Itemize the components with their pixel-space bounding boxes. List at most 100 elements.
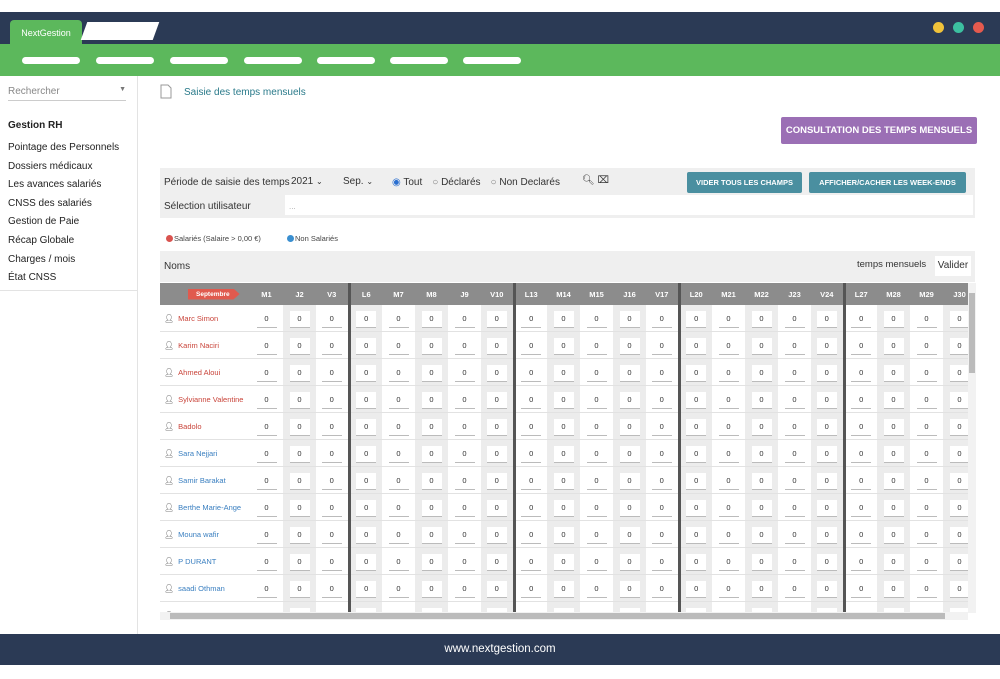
time-input[interactable]: 0 [751,446,772,463]
time-input[interactable]: 0 [421,500,442,517]
time-input[interactable]: 0 [421,581,442,598]
time-input[interactable]: 0 [949,419,968,436]
time-input[interactable]: 0 [619,473,640,490]
time-input[interactable]: 0 [486,392,507,409]
time-input[interactable]: 0 [751,527,772,544]
time-input[interactable]: 0 [851,392,872,409]
time-input[interactable]: 0 [586,419,607,436]
time-input[interactable]: 0 [784,419,805,436]
time-input[interactable]: 0 [816,554,837,571]
time-input[interactable]: 0 [521,527,542,544]
time-input[interactable]: 0 [553,581,574,598]
time-input[interactable]: 0 [949,446,968,463]
time-input[interactable]: 0 [553,500,574,517]
time-input[interactable]: 0 [486,419,507,436]
time-input[interactable]: 0 [388,581,409,598]
time-input[interactable]: 0 [816,581,837,598]
time-input[interactable]: 0 [289,527,310,544]
time-input[interactable]: 0 [916,365,937,382]
time-input[interactable]: 0 [421,473,442,490]
time-input[interactable]: 0 [816,500,837,517]
time-input[interactable]: 0 [784,338,805,355]
time-input[interactable]: 0 [454,581,475,598]
time-input[interactable]: 0 [521,581,542,598]
time-input[interactable]: 0 [816,446,837,463]
time-input[interactable]: 0 [553,419,574,436]
search[interactable]: Rechercher ▼ [8,86,126,101]
time-input[interactable]: 0 [289,581,310,598]
time-input[interactable]: 0 [651,365,672,382]
time-input[interactable]: 0 [851,500,872,517]
time-input[interactable]: 0 [949,527,968,544]
time-input[interactable]: 0 [751,581,772,598]
time-input[interactable]: 0 [816,419,837,436]
time-input[interactable]: 0 [686,473,707,490]
time-input[interactable]: 0 [553,527,574,544]
time-input[interactable]: 0 [289,338,310,355]
time-input[interactable]: 0 [586,311,607,328]
time-input[interactable]: 0 [256,365,277,382]
time-input[interactable]: 0 [619,338,640,355]
time-input[interactable]: 0 [486,581,507,598]
time-input[interactable]: 0 [851,527,872,544]
user-input[interactable]: ... [285,195,973,215]
time-input[interactable]: 0 [916,554,937,571]
time-input[interactable]: 0 [651,419,672,436]
menu-item[interactable]: Récap Globale [8,234,75,246]
time-input[interactable]: 0 [816,338,837,355]
time-input[interactable]: 0 [356,365,377,382]
time-input[interactable]: 0 [388,446,409,463]
time-input[interactable]: 0 [421,419,442,436]
radio[interactable]: ○ [490,177,500,188]
time-input[interactable]: 0 [883,473,904,490]
time-input[interactable]: 0 [751,311,772,328]
menu-item[interactable]: Les avances salariés [8,179,102,191]
time-input[interactable]: 0 [454,365,475,382]
time-input[interactable]: 0 [619,365,640,382]
time-input[interactable]: 0 [651,446,672,463]
time-input[interactable]: 0 [454,473,475,490]
time-input[interactable]: 0 [553,365,574,382]
time-input[interactable]: 0 [289,473,310,490]
time-input[interactable]: 0 [289,500,310,517]
time-input[interactable]: 0 [521,554,542,571]
time-input[interactable]: 0 [586,500,607,517]
year-select[interactable]: 2021 ⌄ [291,176,323,187]
time-input[interactable]: 0 [256,473,277,490]
time-input[interactable]: 0 [619,392,640,409]
time-input[interactable]: 0 [816,311,837,328]
time-input[interactable]: 0 [816,473,837,490]
tab[interactable]: NextGestion [10,20,82,44]
time-input[interactable]: 0 [851,473,872,490]
time-input[interactable]: 0 [421,446,442,463]
time-input[interactable]: 0 [289,311,310,328]
time-input[interactable]: 0 [356,527,377,544]
time-input[interactable]: 0 [356,419,377,436]
time-input[interactable]: 0 [289,419,310,436]
time-input[interactable]: 0 [851,311,872,328]
menu-item[interactable]: Dossiers médicaux [8,160,93,172]
time-input[interactable]: 0 [454,419,475,436]
menu-item[interactable]: Pointage des Personnels [8,142,120,153]
time-input[interactable]: 0 [256,554,277,571]
time-input[interactable]: 0 [718,500,739,517]
time-input[interactable]: 0 [454,446,475,463]
nav-pill[interactable] [170,57,228,64]
time-input[interactable]: 0 [421,311,442,328]
time-input[interactable]: 0 [916,527,937,544]
radio[interactable]: ◉ [392,177,404,188]
time-input[interactable]: 0 [454,392,475,409]
time-input[interactable]: 0 [751,419,772,436]
time-input[interactable]: 0 [356,311,377,328]
nav-pill[interactable] [390,57,448,64]
validate-button[interactable]: Valider [935,256,971,276]
time-input[interactable]: 0 [321,419,342,436]
time-input[interactable]: 0 [553,392,574,409]
employee-name[interactable]: Marc Simon [178,313,219,323]
time-input[interactable]: 0 [784,500,805,517]
time-input[interactable]: 0 [651,500,672,517]
time-input[interactable]: 0 [718,419,739,436]
time-input[interactable]: 0 [916,581,937,598]
time-input[interactable]: 0 [321,554,342,571]
employee-name[interactable]: Berthe Marie-Ange [178,502,242,512]
